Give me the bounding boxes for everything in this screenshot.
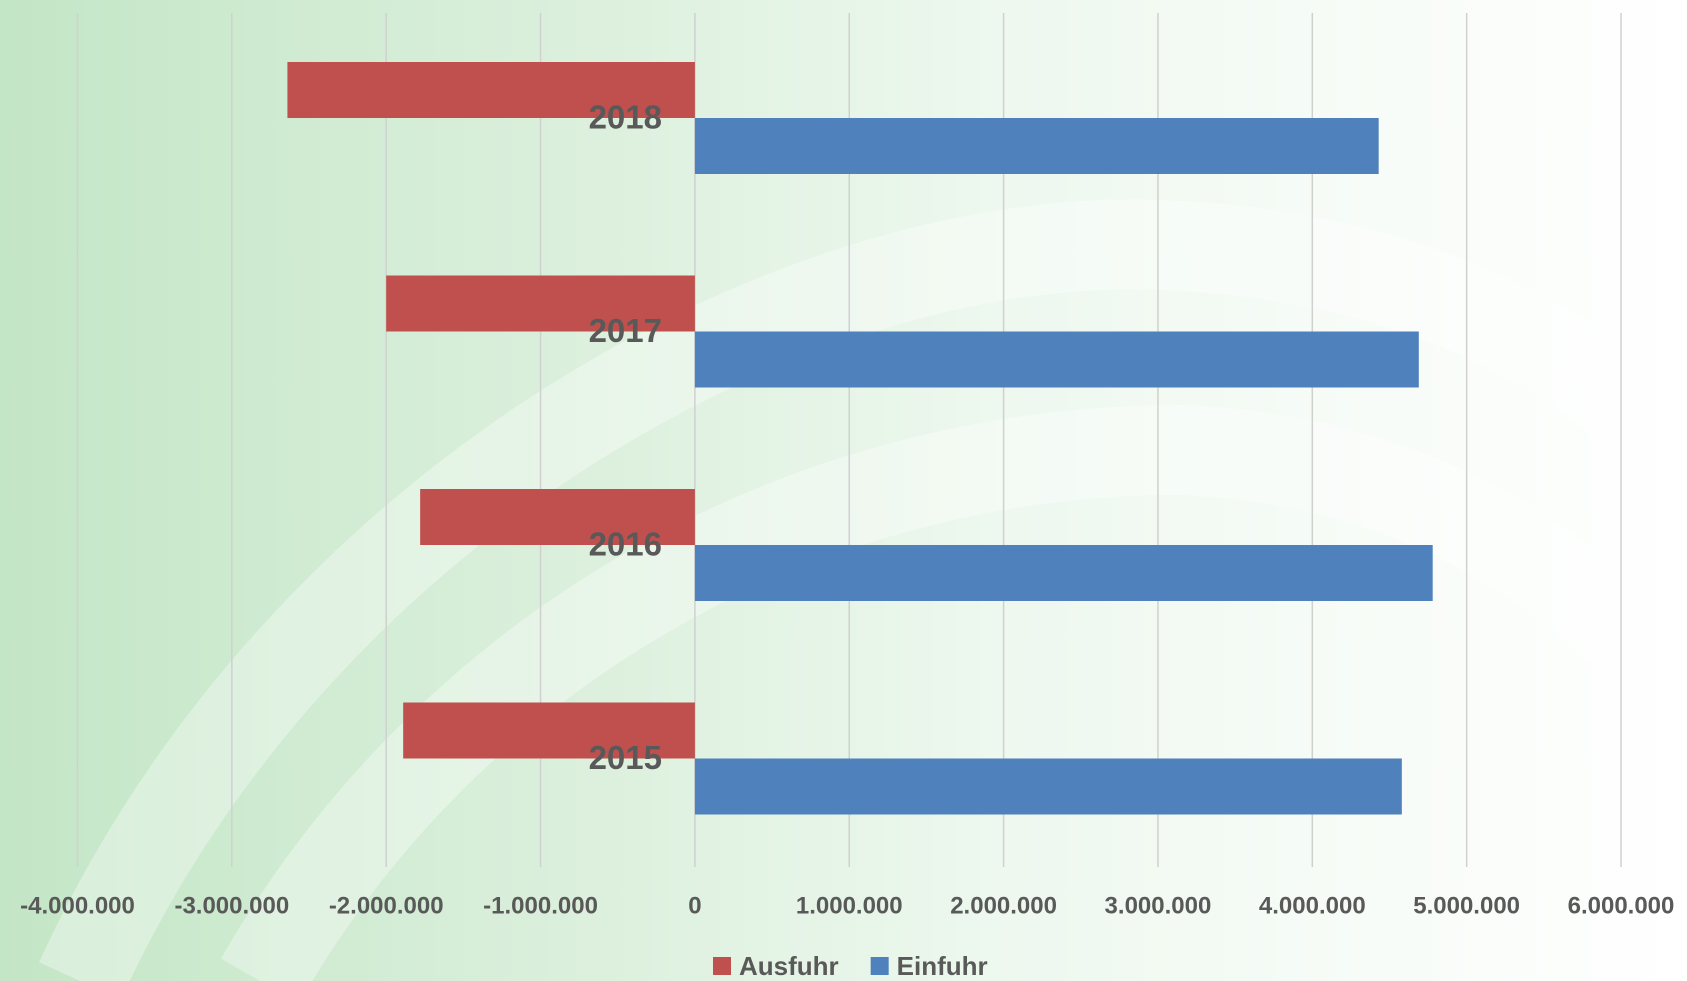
legend-label: Ausfuhr [739, 951, 839, 981]
background-arc [39, 199, 1687, 981]
bar [694, 758, 1402, 815]
category-label: 2016 [589, 526, 662, 563]
bar [403, 702, 695, 759]
x-tick-label: -1.000.000 [483, 892, 598, 919]
legend-swatch [713, 957, 731, 975]
x-tick-label: -2.000.000 [329, 892, 444, 919]
bar [694, 118, 1379, 174]
bar [386, 275, 695, 332]
bar [420, 489, 695, 545]
x-tick-label: 2.000.000 [950, 892, 1057, 919]
x-tick-label: 4.000.000 [1259, 892, 1366, 919]
x-tick-label: 1.000.000 [796, 892, 903, 919]
category-label: 2017 [589, 312, 662, 349]
bar [694, 545, 1433, 601]
x-tick-label: 6.000.000 [1568, 892, 1675, 919]
legend-swatch [870, 957, 889, 975]
legend-label: Einfuhr [897, 951, 988, 981]
x-tick-label: -3.000.000 [174, 892, 289, 919]
bar [694, 331, 1419, 388]
x-tick-label: 5.000.000 [1413, 892, 1520, 919]
category-label: 2015 [589, 739, 662, 776]
x-tick-label: 3.000.000 [1105, 892, 1212, 919]
category-label: 2018 [589, 99, 662, 136]
x-tick-label: -4.000.000 [20, 892, 135, 919]
bar [287, 62, 695, 118]
x-tick-label: 0 [688, 892, 701, 919]
